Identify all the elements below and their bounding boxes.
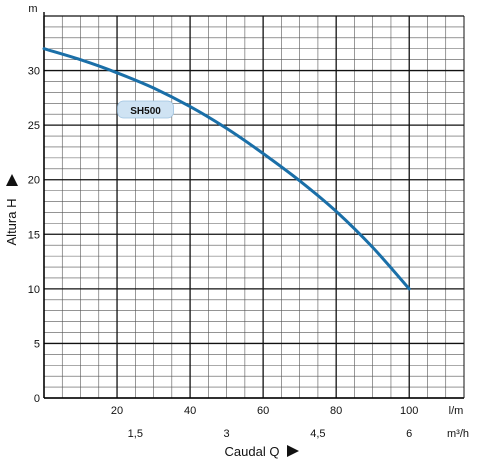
axes xyxy=(43,12,465,399)
x-axis-title: Caudal Q xyxy=(225,444,299,459)
y-tick-label: 20 xyxy=(28,175,40,187)
y-tick-label: 10 xyxy=(28,284,40,296)
tick-labels: 0 5 10 15 20 25 30 20 40 60 80 100 1,5 3 4,5 6 xyxy=(28,66,419,440)
arrow-right-icon xyxy=(287,445,299,457)
series-line-sh500 xyxy=(42,47,411,291)
x-tick-label: 60 xyxy=(257,405,269,417)
x-tick-label: 20 xyxy=(111,405,123,417)
series-label-badge xyxy=(117,100,174,119)
x-secondary-tick-label: 4,5 xyxy=(310,428,325,440)
y-axis-title-text: Altura H xyxy=(4,199,19,246)
y-tick-label: 5 xyxy=(34,338,40,350)
x-unit-primary-label: l/m xyxy=(449,405,464,417)
x-axis-title-text: Caudal Q xyxy=(225,444,280,459)
y-unit-label: m xyxy=(28,3,37,15)
x-secondary-tick-label: 3 xyxy=(224,428,230,440)
x-secondary-tick-label: 1,5 xyxy=(128,428,143,440)
x-tick-label: 80 xyxy=(330,405,342,417)
y-tick-label: 25 xyxy=(28,120,40,132)
series-layer: SH500 xyxy=(42,47,411,291)
y-tick-label: 30 xyxy=(28,66,40,78)
x-tick-label: 40 xyxy=(184,405,196,417)
y-tick-label: 15 xyxy=(28,229,40,241)
arrow-up-icon xyxy=(6,174,18,186)
grid xyxy=(43,15,465,399)
x-tick-label: 100 xyxy=(400,405,418,417)
y-axis-title: Altura H xyxy=(4,174,19,245)
y-tick-label: 0 xyxy=(34,393,40,405)
x-secondary-tick-label: 6 xyxy=(406,428,412,440)
x-unit-secondary-label: m³/h xyxy=(447,428,469,440)
series-label-text: SH500 xyxy=(130,106,161,117)
